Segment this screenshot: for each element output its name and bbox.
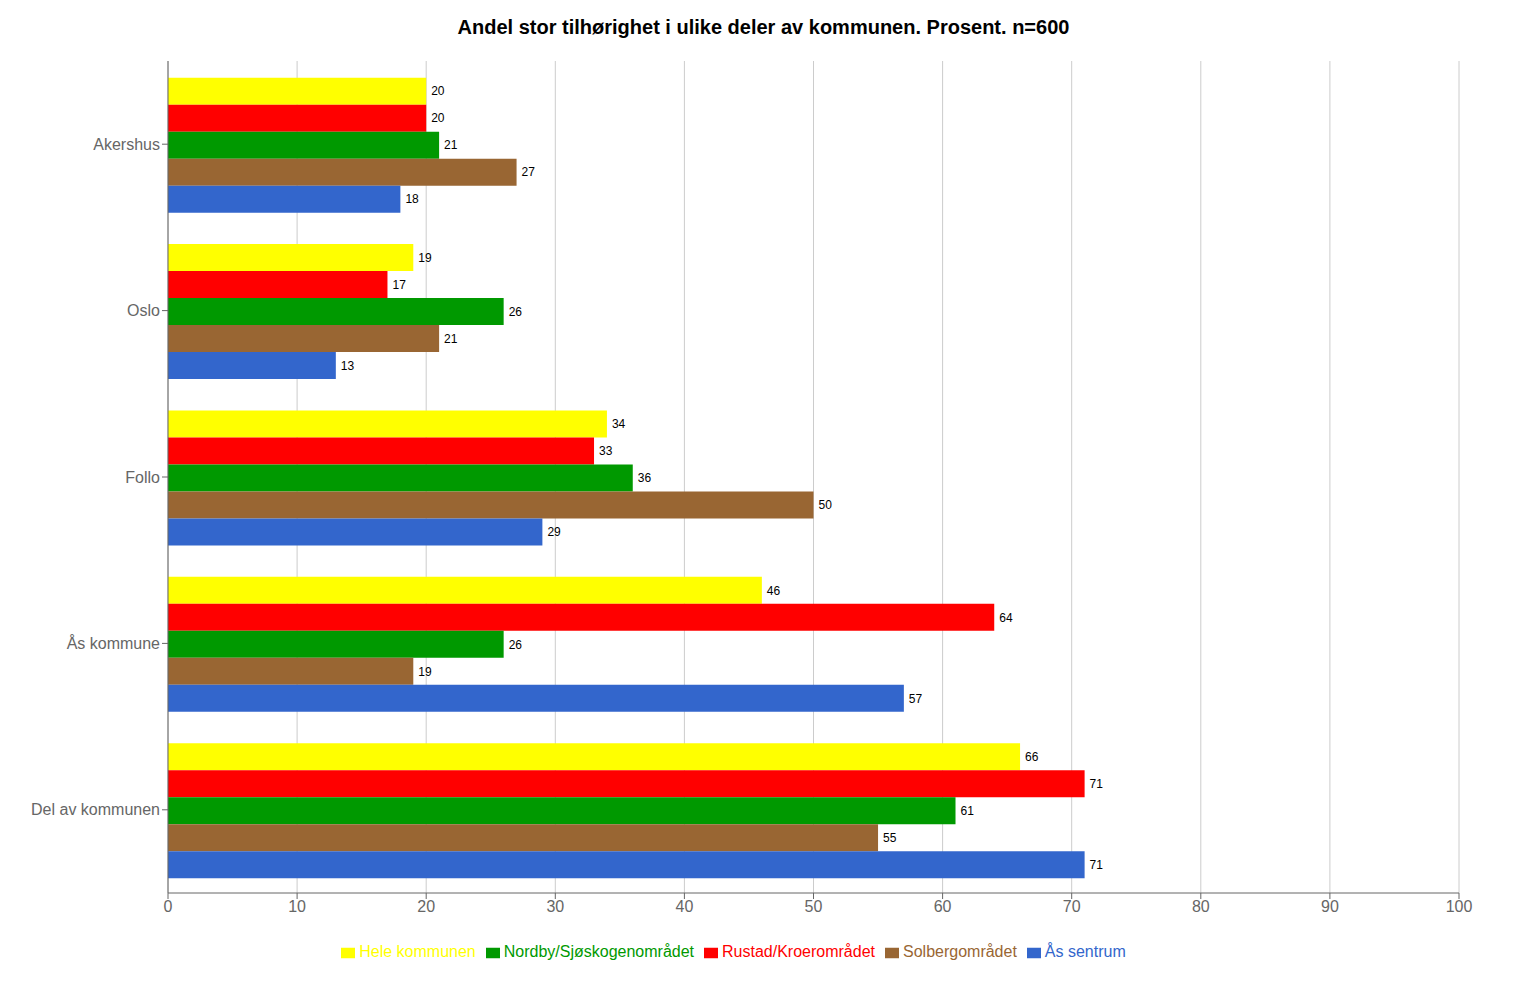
svg-text:60: 60 — [934, 898, 952, 915]
svg-text:18: 18 — [405, 192, 419, 206]
svg-text:13: 13 — [341, 359, 355, 373]
svg-text:33: 33 — [599, 444, 613, 458]
svg-text:70: 70 — [1063, 898, 1081, 915]
svg-text:20: 20 — [431, 111, 445, 125]
svg-text:27: 27 — [522, 165, 536, 179]
html-text:Nordby/Sjøskogenområdet: Nordby/Sjøskogenområdet — [503, 943, 694, 960]
svg-text:30: 30 — [546, 898, 564, 915]
svg-text:36: 36 — [638, 471, 652, 485]
svg-text:20: 20 — [431, 84, 445, 98]
svg-text:50: 50 — [819, 498, 833, 512]
svg-text:71: 71 — [1090, 777, 1104, 791]
svg-text:61: 61 — [961, 804, 975, 818]
svg-text:64: 64 — [999, 611, 1013, 625]
html-text:Andel stor tilhørighet i ulike: Andel stor tilhørighet i ulike deler av … — [457, 16, 1070, 38]
svg-text:66: 66 — [1025, 750, 1039, 764]
svg-text:57: 57 — [909, 692, 923, 706]
svg-text:29: 29 — [547, 525, 561, 539]
html-text:Hele kommunen: Hele kommunen — [359, 943, 476, 960]
svg-text:Del av kommunen: Del av kommunen — [31, 801, 160, 818]
svg-text:0: 0 — [164, 898, 173, 915]
svg-text:100: 100 — [1446, 898, 1473, 915]
svg-text:Follo: Follo — [125, 469, 160, 486]
svg-text:10: 10 — [288, 898, 306, 915]
svg-text:Akershus: Akershus — [93, 136, 160, 153]
svg-text:19: 19 — [418, 665, 432, 679]
svg-text:55: 55 — [883, 831, 897, 845]
svg-text:21: 21 — [444, 138, 458, 152]
svg-text:71: 71 — [1090, 858, 1104, 872]
svg-text:Oslo: Oslo — [127, 302, 160, 319]
svg-text:19: 19 — [418, 251, 432, 265]
html-text:Ås sentrum: Ås sentrum — [1044, 943, 1126, 960]
svg-text:90: 90 — [1321, 898, 1339, 915]
html-text:Solbergområdet: Solbergområdet — [903, 943, 1017, 960]
svg-text:26: 26 — [509, 305, 523, 319]
svg-text:46: 46 — [767, 584, 781, 598]
svg-text:50: 50 — [805, 898, 823, 915]
html-text:Rustad/Kroerområdet: Rustad/Kroerområdet — [722, 943, 875, 960]
svg-text:26: 26 — [509, 638, 523, 652]
svg-text:21: 21 — [444, 332, 458, 346]
svg-text:20: 20 — [417, 898, 435, 915]
svg-text:80: 80 — [1192, 898, 1210, 915]
svg-text:17: 17 — [392, 278, 406, 292]
svg-text:34: 34 — [612, 417, 626, 431]
svg-text:Ås kommune: Ås kommune — [67, 634, 160, 652]
svg-text:40: 40 — [676, 898, 694, 915]
